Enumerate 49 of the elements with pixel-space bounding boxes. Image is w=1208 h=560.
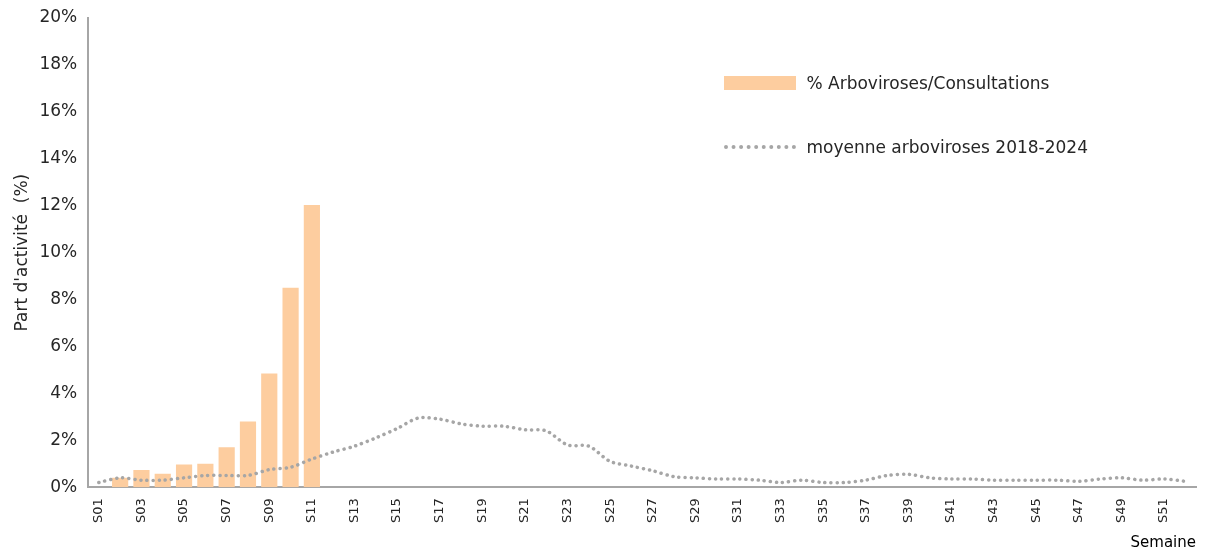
x-tick-label: S33 xyxy=(771,498,787,523)
y-axis-title: Part d'activité (%) xyxy=(10,173,31,332)
bar xyxy=(239,421,257,488)
x-tick-label: S09 xyxy=(260,498,276,523)
x-tick-label: S21 xyxy=(516,498,532,523)
x-tick-label: S29 xyxy=(686,498,702,523)
y-tick-label: 16% xyxy=(39,100,78,121)
x-axis-title: Semaine xyxy=(1130,532,1196,551)
x-tick-label: S49 xyxy=(1112,498,1128,523)
x-tick-label: S11 xyxy=(303,498,319,523)
x-tick-label: S31 xyxy=(729,498,745,523)
x-tick-label: S51 xyxy=(1155,498,1171,523)
x-tick-label: S35 xyxy=(814,498,830,523)
y-tick-label: 2% xyxy=(50,428,78,449)
y-tick-label: 20% xyxy=(39,6,78,27)
y-tick-label: 18% xyxy=(39,53,78,74)
bar xyxy=(261,373,278,488)
line-series xyxy=(97,415,1188,485)
legend-label: % Arboviroses/Consultations xyxy=(806,73,1050,93)
y-tick-label: 14% xyxy=(39,147,78,168)
bar xyxy=(282,287,299,488)
x-tick-label: S25 xyxy=(601,498,617,523)
x-tick-label: S19 xyxy=(473,498,489,523)
bar xyxy=(197,463,214,488)
y-tick-label: 10% xyxy=(39,241,78,262)
y-tick-label: 12% xyxy=(39,194,78,215)
x-tick-label: S39 xyxy=(899,498,915,523)
y-tick-label: 0% xyxy=(50,475,78,496)
x-tick-label: S47 xyxy=(1070,498,1086,523)
x-tick-label: S23 xyxy=(558,498,574,523)
x-tick-label: S05 xyxy=(175,498,191,523)
legend-label: moyenne arboviroses 2018-2024 xyxy=(806,137,1088,157)
x-tick-label: S15 xyxy=(388,498,404,523)
x-tick-label: S01 xyxy=(90,498,106,523)
y-tick-label: 6% xyxy=(50,334,78,355)
x-tick-label: S37 xyxy=(857,498,873,523)
bar xyxy=(218,447,235,488)
y-tick-label: 8% xyxy=(50,287,78,308)
x-tick-label: S03 xyxy=(132,498,148,523)
y-tick-label: 4% xyxy=(50,381,78,402)
x-tick-label: S41 xyxy=(942,498,958,523)
bar xyxy=(175,464,193,488)
x-tick-label: S13 xyxy=(345,498,361,523)
x-tick-label: S45 xyxy=(1027,498,1043,523)
x-tick-label: S27 xyxy=(644,498,660,523)
x-tick-label: S07 xyxy=(218,498,234,523)
bar xyxy=(303,204,320,488)
x-tick-label: S43 xyxy=(984,498,1000,523)
x-tick-label: S17 xyxy=(431,498,447,523)
